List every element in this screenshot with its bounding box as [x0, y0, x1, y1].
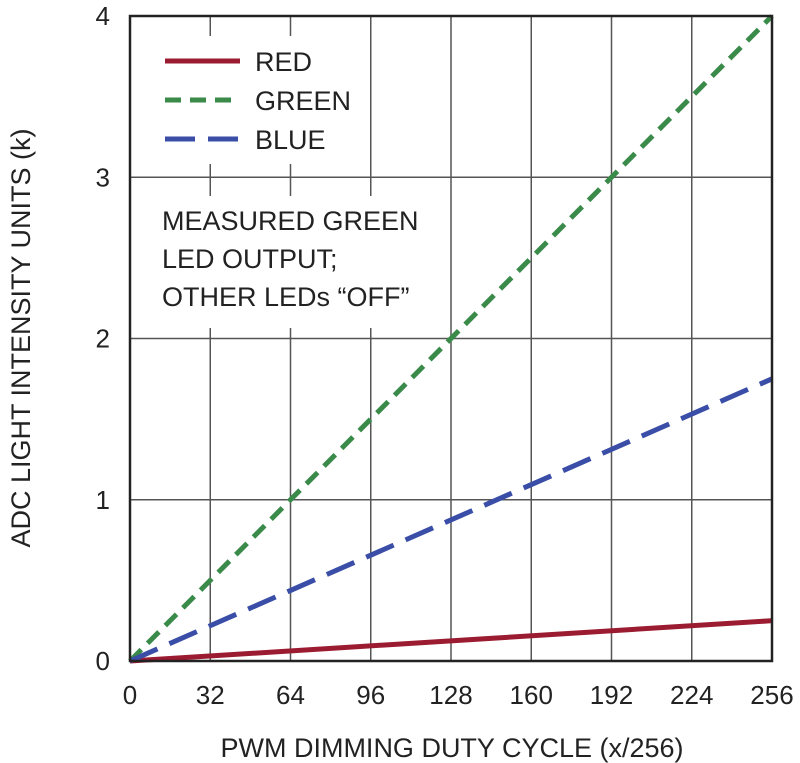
series-layer	[128, 14, 774, 664]
series-line-red	[129, 618, 773, 664]
y-tick-label: 4	[96, 1, 110, 31]
y-axis-title: ADC LIGHT INTENSITY UNITS (k)	[6, 128, 36, 547]
annotation-background	[152, 196, 442, 328]
x-tick-label: 32	[196, 680, 225, 710]
annotation: MEASURED GREEN LED OUTPUT; OTHER LEDs “OFF…	[152, 196, 442, 328]
x-tick-label: 64	[276, 680, 305, 710]
legend: RED GREEN BLUE	[152, 36, 352, 164]
annotation-line: OTHER LEDs “OFF”	[162, 282, 410, 312]
x-tick-label: 192	[590, 680, 633, 710]
y-tick-label: 1	[96, 485, 110, 515]
annotation-line: MEASURED GREEN	[162, 206, 419, 236]
x-tick-label: 96	[356, 680, 385, 710]
ticks: 0 32 64 96 128 160 192 224 256 0 1 2 3 4	[96, 1, 794, 710]
annotation-line: LED OUTPUT;	[162, 244, 338, 274]
y-tick-label: 3	[96, 162, 110, 192]
x-tick-label: 256	[750, 680, 793, 710]
y-tick-label: 2	[96, 324, 110, 354]
legend-label-blue: BLUE	[255, 125, 326, 155]
y-tick-label: 0	[96, 646, 110, 676]
series-line-green	[128, 14, 774, 663]
plot-frame	[128, 14, 774, 663]
x-axis-title: PWM DIMMING DUTY CYCLE (x/256)	[220, 733, 683, 763]
series-line-blue	[128, 376, 774, 664]
x-tick-label: 224	[670, 680, 713, 710]
legend-label-red: RED	[255, 47, 312, 77]
legend-background	[152, 36, 352, 164]
legend-label-green: GREEN	[255, 86, 351, 116]
x-tick-label: 128	[429, 680, 472, 710]
x-tick-label: 160	[510, 680, 553, 710]
x-tick-label: 0	[123, 680, 137, 710]
